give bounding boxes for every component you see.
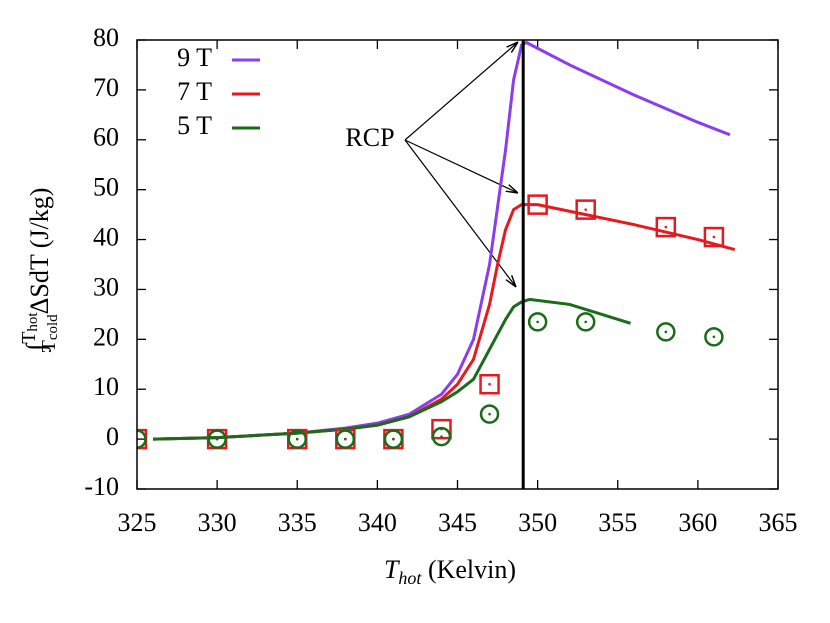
y-tick-label: 70 bbox=[93, 73, 119, 102]
marker-dot bbox=[215, 437, 219, 441]
circle-marker bbox=[479, 404, 500, 424]
y-label-lower: T bbox=[38, 340, 60, 352]
circle-marker bbox=[207, 429, 227, 449]
square-marker bbox=[431, 418, 452, 440]
circle-marker bbox=[527, 312, 548, 332]
marker-dot bbox=[584, 320, 587, 324]
series-line bbox=[152, 203, 736, 441]
marker-dot bbox=[664, 225, 668, 229]
circle-marker bbox=[383, 429, 404, 449]
marker-dot bbox=[295, 437, 299, 441]
y-tick-label: 20 bbox=[93, 322, 119, 351]
marker-dot bbox=[584, 208, 587, 211]
marker-dot bbox=[712, 335, 716, 339]
x-label-rest: (Kelvin) bbox=[421, 555, 516, 584]
y-label-upper: T bbox=[18, 332, 40, 344]
y-label-rest: ΔSdT (J/kg) bbox=[25, 188, 54, 315]
square-marker bbox=[575, 199, 596, 220]
x-label-sub: hot bbox=[398, 568, 422, 588]
x-label-main: T bbox=[384, 555, 400, 584]
y-tick-label: 10 bbox=[93, 372, 119, 401]
legend-label: 5 T bbox=[177, 111, 212, 140]
y-tick-label: 80 bbox=[93, 23, 119, 52]
y-tick-label: 40 bbox=[93, 223, 119, 252]
arrow bbox=[404, 42, 518, 141]
x-tick-label: 350 bbox=[518, 508, 557, 537]
square-marker bbox=[527, 194, 548, 215]
legend-label: 9 T bbox=[177, 43, 212, 72]
x-tick-label: 340 bbox=[358, 508, 397, 537]
y-label-upper-sub: hot bbox=[25, 312, 41, 332]
x-tick-label: 335 bbox=[278, 508, 317, 537]
x-axis-label: Thot (Kelvin) bbox=[384, 555, 516, 588]
y-label-lower-sub: cold bbox=[45, 314, 61, 340]
x-tick-label: 325 bbox=[118, 508, 157, 537]
y-tick-label: 60 bbox=[93, 123, 119, 152]
marker-dot bbox=[536, 203, 539, 206]
square-marker bbox=[703, 226, 725, 248]
marker-dot bbox=[344, 437, 347, 441]
y-tick-label: 50 bbox=[93, 173, 119, 202]
plot bbox=[137, 40, 736, 450]
marker-dot bbox=[392, 437, 395, 441]
x-tick-label: 360 bbox=[678, 508, 717, 537]
y-tick-label: -10 bbox=[84, 472, 119, 501]
y-label: ∫ThotTcoldΔSdT (J/kg) bbox=[18, 188, 62, 353]
y-axis-label: ∫ThotTcoldΔSdT (J/kg) bbox=[18, 188, 62, 353]
legend-label: 7 T bbox=[177, 77, 212, 106]
circle-marker bbox=[656, 322, 676, 342]
circle-marker bbox=[575, 312, 596, 332]
square-marker bbox=[655, 216, 677, 238]
arrow bbox=[404, 139, 518, 193]
annotation: RCP bbox=[345, 123, 394, 152]
y-label-integral: ∫ bbox=[21, 342, 51, 353]
marker-dot bbox=[440, 435, 443, 438]
circle-marker bbox=[704, 327, 724, 347]
circle-marker bbox=[287, 429, 307, 449]
arrow bbox=[404, 139, 516, 287]
marker-dot bbox=[536, 320, 539, 324]
circle-marker bbox=[137, 429, 147, 449]
circle-marker bbox=[335, 429, 356, 449]
circle-marker bbox=[431, 426, 452, 447]
marker-dot bbox=[488, 382, 491, 386]
x-tick-label: 330 bbox=[198, 508, 237, 537]
x-tick-label: 345 bbox=[438, 508, 477, 537]
x-tick-label: 355 bbox=[598, 508, 637, 537]
series-line bbox=[152, 297, 632, 441]
marker-dot bbox=[488, 412, 491, 416]
frame bbox=[136, 39, 779, 490]
y-tick-label: 30 bbox=[93, 272, 119, 301]
y-tick-label: 0 bbox=[106, 422, 119, 451]
x-tick-label: 365 bbox=[759, 508, 798, 537]
square-marker bbox=[479, 373, 500, 395]
marker-dot bbox=[712, 235, 716, 239]
marker-dot bbox=[664, 330, 668, 334]
series-line bbox=[152, 40, 731, 441]
